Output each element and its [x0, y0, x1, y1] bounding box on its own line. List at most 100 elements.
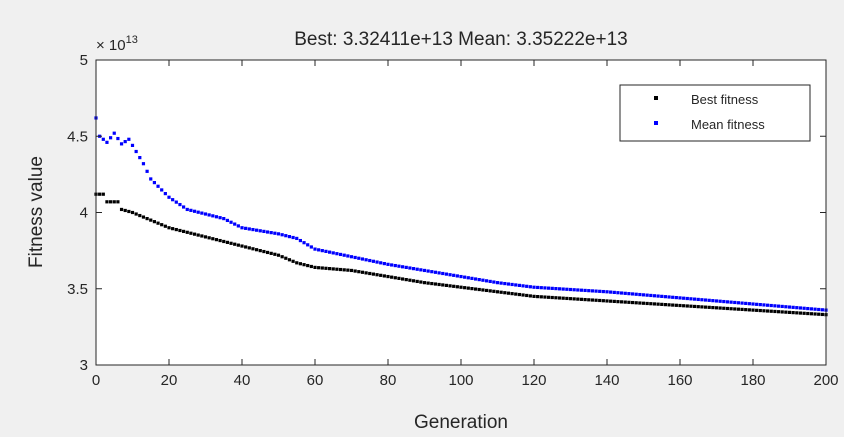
- mean-fitness-point: [601, 289, 605, 294]
- best-fitness-point: [773, 309, 777, 314]
- mean-fitness-point: [554, 287, 558, 291]
- mean-fitness-point: [751, 302, 755, 306]
- mean-fitness-point: [109, 136, 113, 140]
- mean-fitness-point: [182, 205, 186, 209]
- mean-fitness-point: [342, 253, 346, 257]
- mean-fitness-point: [448, 273, 452, 277]
- mean-fitness-point: [696, 297, 700, 302]
- best-fitness-point: [565, 296, 569, 301]
- best-fitness-point: [123, 208, 127, 213]
- mean-fitness-point: [729, 300, 733, 304]
- mean-fitness-point: [309, 245, 313, 249]
- best-fitness-point: [214, 238, 219, 242]
- mean-fitness-point: [645, 293, 649, 297]
- best-fitness-point: [517, 292, 521, 297]
- mean-fitness-point: [503, 281, 507, 286]
- best-fitness-point: [411, 279, 416, 283]
- best-fitness-point: [171, 227, 175, 231]
- mean-fitness-point: [401, 265, 405, 269]
- best-fitness-point: [806, 311, 810, 316]
- mean-fitness-point: [744, 301, 748, 305]
- best-fitness-point: [404, 278, 408, 282]
- best-fitness-point: [528, 294, 532, 298]
- best-fitness-point: [612, 299, 616, 304]
- best-fitness-point: [134, 212, 138, 216]
- best-fitness-point: [112, 200, 116, 204]
- mean-fitness-point: [123, 139, 127, 144]
- best-fitness-point: [192, 232, 197, 236]
- best-fitness-point: [382, 274, 386, 278]
- best-fitness-point: [587, 298, 591, 302]
- mean-fitness-point: [364, 258, 368, 262]
- mean-fitness-point: [229, 220, 233, 224]
- best-fitness-point: [525, 293, 529, 298]
- best-fitness-point: [470, 287, 474, 291]
- best-fitness-point: [258, 249, 262, 253]
- mean-fitness-point: [349, 255, 354, 259]
- mean-fitness-point: [284, 234, 288, 238]
- mean-fitness-point: [218, 216, 222, 220]
- best-fitness-point: [178, 228, 182, 233]
- mean-fitness-point: [368, 258, 372, 263]
- mean-fitness-point: [255, 228, 259, 232]
- y-axis-label: Fitness value: [26, 156, 47, 268]
- mean-fitness-point: [784, 305, 788, 309]
- best-fitness-point: [780, 310, 784, 314]
- mean-fitness-point: [211, 214, 215, 218]
- x-tick-label: 0: [92, 372, 100, 389]
- mean-fitness-point: [433, 270, 438, 274]
- best-fitness-point: [229, 241, 233, 245]
- best-fitness-point: [225, 240, 229, 244]
- best-fitness-point: [211, 237, 215, 241]
- best-fitness-point: [598, 298, 602, 303]
- mean-fitness-point: [419, 268, 423, 272]
- best-fitness-point: [576, 297, 580, 301]
- best-fitness-point: [207, 236, 211, 240]
- best-fitness-point: [262, 249, 266, 254]
- mean-fitness-point: [116, 136, 120, 141]
- legend-label-best: Best fitness: [691, 92, 759, 107]
- best-fitness-point: [357, 270, 361, 274]
- mean-fitness-point: [112, 131, 116, 135]
- mean-fitness-point: [649, 293, 653, 298]
- best-fitness-point: [105, 200, 109, 204]
- best-fitness-point: [408, 278, 412, 282]
- mean-fitness-point: [145, 169, 149, 173]
- mean-fitness-point: [689, 297, 693, 301]
- best-fitness-point: [627, 300, 631, 304]
- mean-fitness-point: [444, 272, 448, 276]
- mean-fitness-point: [262, 229, 266, 234]
- best-fitness-point: [145, 217, 149, 221]
- best-fitness-point: [554, 296, 558, 300]
- best-fitness-point: [335, 267, 339, 271]
- best-fitness-point: [251, 247, 255, 251]
- legend-label-mean: Mean fitness: [691, 117, 765, 132]
- mean-fitness-point: [251, 227, 255, 232]
- best-fitness-point: [185, 230, 189, 234]
- mean-fitness-point: [127, 137, 131, 141]
- mean-fitness-point: [590, 289, 594, 293]
- mean-fitness-point: [291, 235, 295, 240]
- best-fitness-point: [218, 238, 222, 243]
- best-fitness-point: [317, 266, 321, 270]
- best-fitness-point: [557, 296, 562, 300]
- best-fitness-point: [499, 290, 503, 294]
- best-fitness-point: [174, 227, 178, 232]
- best-fitness-point: [740, 307, 744, 312]
- mean-fitness-point: [809, 307, 813, 311]
- mean-fitness-point: [773, 304, 777, 308]
- mean-fitness-point: [725, 300, 730, 304]
- mean-fitness-point: [163, 191, 167, 196]
- mean-fitness-point: [547, 286, 551, 290]
- mean-fitness-point: [152, 181, 156, 185]
- mean-fitness-point: [130, 143, 135, 147]
- best-fitness-point: [295, 261, 299, 265]
- best-fitness-point: [463, 286, 467, 290]
- x-tick-label: 140: [594, 372, 619, 389]
- legend-marker-mean: [654, 121, 658, 125]
- mean-fitness-point: [225, 218, 229, 223]
- mean-fitness-point: [306, 243, 310, 247]
- mean-fitness-point: [484, 279, 489, 283]
- best-fitness-point: [689, 304, 693, 308]
- y-tick-label: 4.5: [67, 128, 88, 145]
